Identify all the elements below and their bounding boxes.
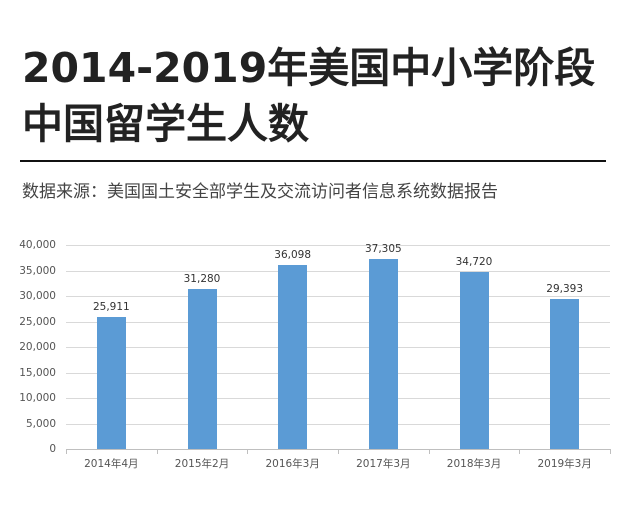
bar	[459, 271, 489, 449]
x-category-label: 2019年3月	[537, 458, 592, 470]
bar	[278, 264, 308, 449]
x-axis-tick	[156, 449, 158, 454]
data-source: 数据来源：美国国土安全部学生及交流访问者信息系统数据报告	[22, 182, 498, 202]
gridline	[66, 245, 610, 246]
bar-value-label: 29,393	[546, 283, 584, 296]
x-category-label: 2017年3月	[356, 458, 411, 470]
gridline	[66, 372, 610, 374]
x-axis-tick	[66, 449, 67, 454]
bar	[550, 299, 580, 449]
bar-value-label: 31,280	[183, 273, 221, 286]
title-line-1: 2014-2019年美国中小学阶段	[22, 44, 596, 92]
x-axis-tick	[247, 449, 249, 454]
y-tick-label: 5,000	[25, 417, 56, 430]
y-tick-label: 30,000	[19, 290, 56, 302]
gridline	[66, 423, 610, 425]
bar	[187, 289, 217, 449]
bar	[96, 316, 126, 449]
gridline	[66, 321, 610, 323]
bar-value-label: 36,098	[274, 248, 312, 261]
y-tick-label: 40,000	[19, 239, 56, 251]
title-divider	[20, 160, 606, 162]
bar-value-label: 34,720	[455, 255, 493, 268]
x-axis-tick	[519, 449, 521, 454]
y-tick-label: 0	[49, 443, 56, 455]
gridline	[66, 270, 610, 272]
x-axis-tick	[428, 449, 430, 454]
x-category-label: 2018年3月	[446, 458, 502, 470]
y-tick-label: 20,000	[19, 341, 56, 353]
x-category-label: 2015年2月	[174, 458, 230, 470]
y-tick-label: 25,000	[19, 315, 56, 328]
page-title: 2014-2019年美国中小学阶段 中国留学生人数	[22, 40, 622, 152]
bar-value-label: 37,305	[364, 242, 402, 255]
gridline	[66, 296, 610, 297]
gridline	[66, 398, 610, 399]
title-line-2: 中国留学生人数	[22, 100, 309, 148]
x-axis-tick	[338, 449, 339, 454]
y-tick-label: 15,000	[19, 366, 56, 379]
y-tick-label: 35,000	[19, 264, 56, 277]
gridline	[66, 347, 610, 348]
x-category-label: 2016年3月	[265, 458, 320, 470]
y-tick-label: 10,000	[19, 392, 56, 404]
bar	[368, 258, 398, 449]
bar-value-label: 25,911	[92, 300, 130, 313]
x-axis-tick	[610, 449, 611, 454]
x-category-label: 2014年4月	[84, 458, 139, 470]
